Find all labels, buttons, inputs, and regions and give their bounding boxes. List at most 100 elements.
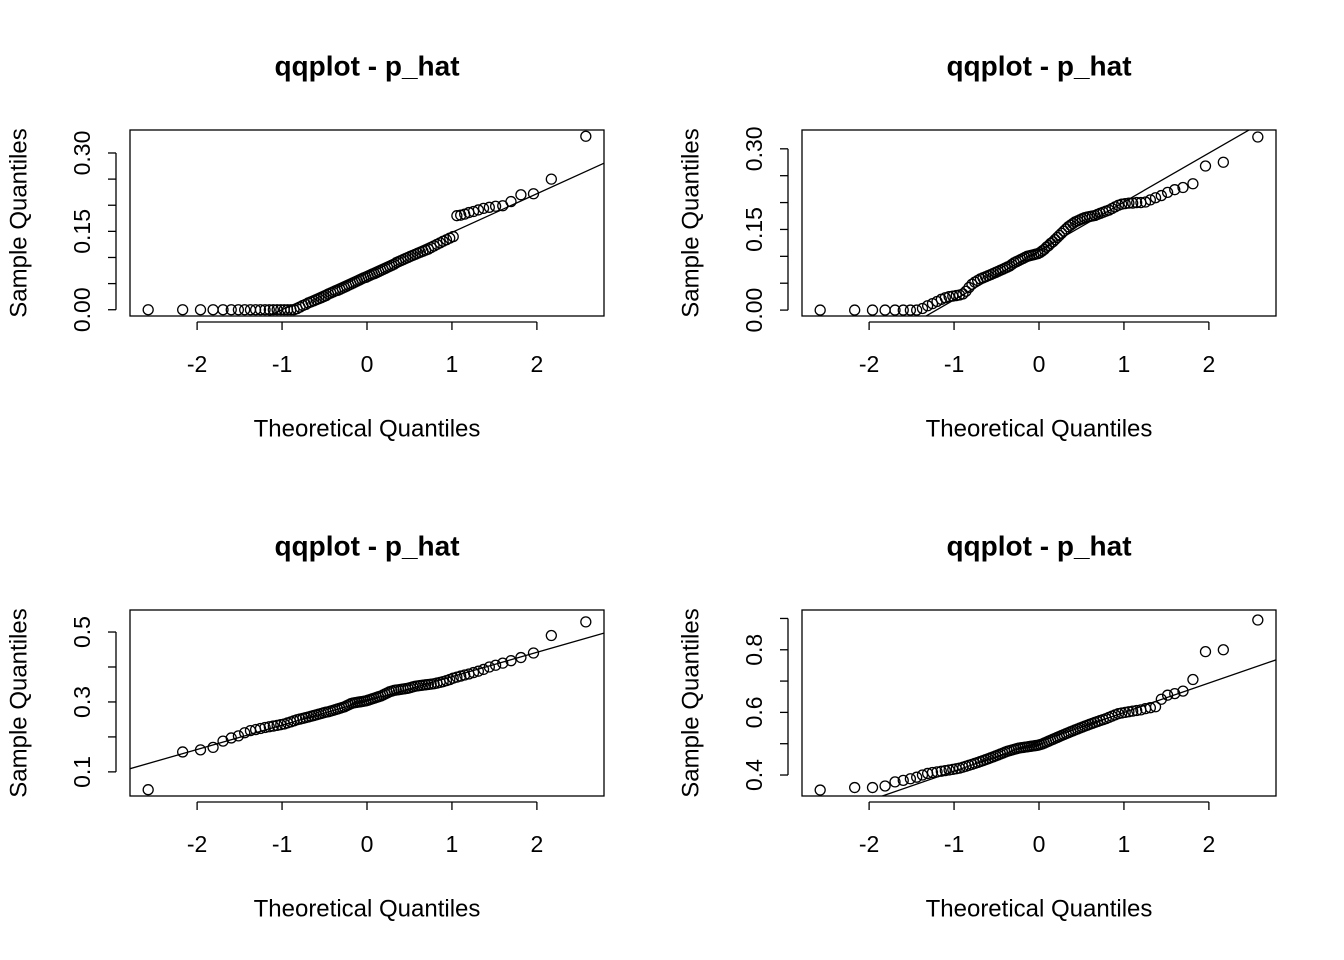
point — [505, 195, 517, 208]
x-axis-title: Theoretical Quantiles — [254, 895, 481, 922]
y-axis-title: Sample Quantiles — [5, 608, 32, 797]
point — [207, 741, 219, 754]
point — [1161, 689, 1174, 701]
point — [1131, 196, 1143, 209]
point — [1155, 189, 1167, 202]
point — [1252, 131, 1264, 143]
chart-title: qqplot - p_hat — [946, 530, 1131, 561]
point — [866, 304, 879, 316]
point — [1169, 184, 1181, 196]
y-tick-label: 0.5 — [69, 616, 95, 648]
point — [217, 304, 229, 316]
point — [911, 304, 923, 316]
point — [939, 764, 951, 777]
x-axis-title: Theoretical Quantiles — [254, 415, 481, 442]
point — [1144, 702, 1157, 714]
point — [483, 201, 495, 213]
point — [472, 665, 485, 677]
x-tick-label: 1 — [1118, 831, 1131, 857]
x-tick-label: 2 — [1202, 351, 1215, 377]
y-axis-title: Sample Quantiles — [677, 128, 704, 317]
y-tick-label: 0.30 — [741, 126, 767, 171]
point — [527, 647, 540, 659]
point — [1144, 194, 1157, 206]
x-axis-title: Theoretical Quantiles — [926, 895, 1153, 922]
y-tick-label: 0.00 — [741, 288, 767, 333]
point — [1116, 198, 1128, 210]
plot-frame — [129, 609, 605, 797]
point — [259, 304, 271, 316]
point — [935, 765, 947, 777]
point — [943, 290, 955, 303]
x-tick-label: -1 — [944, 351, 964, 377]
point — [477, 202, 490, 215]
point — [866, 781, 879, 794]
x-tick-label: 2 — [530, 831, 543, 857]
x-tick-label: -2 — [859, 351, 879, 377]
point — [1123, 197, 1135, 209]
point — [580, 616, 592, 628]
y-tick-label: 0.15 — [69, 209, 95, 254]
x-tick-label: -1 — [272, 831, 292, 857]
y-tick-label: 0.6 — [741, 696, 767, 728]
x-tick-label: -1 — [272, 351, 292, 377]
y-tick-label: 0.15 — [741, 207, 767, 252]
point — [505, 655, 517, 667]
point — [966, 278, 978, 290]
point — [1169, 687, 1181, 700]
x-tick-label: 1 — [1118, 351, 1131, 377]
y-axis-title: Sample Quantiles — [5, 128, 32, 317]
point — [263, 721, 275, 733]
point — [879, 780, 891, 792]
y-axis-title: Sample Quantiles — [677, 608, 704, 797]
point — [177, 304, 189, 316]
point — [527, 188, 540, 200]
point — [239, 727, 251, 739]
panel: qqplot - p_hat Theoretical Quantiles Sampl… — [677, 530, 1277, 922]
x-tick-label: 0 — [1033, 831, 1046, 857]
point — [447, 230, 459, 243]
point — [1119, 197, 1131, 210]
point — [225, 304, 237, 316]
point — [467, 205, 480, 218]
point — [926, 766, 939, 779]
point — [1127, 705, 1139, 717]
point — [849, 781, 861, 794]
point — [477, 663, 490, 676]
point — [1123, 706, 1135, 718]
point — [1199, 645, 1212, 658]
point — [1187, 178, 1199, 190]
x-tick-label: 1 — [446, 831, 459, 857]
y-tick-label: 0.00 — [69, 287, 95, 332]
point — [904, 773, 917, 785]
x-tick-label: 2 — [1202, 831, 1215, 857]
point — [472, 204, 485, 216]
x-axis-title: Theoretical Quantiles — [926, 415, 1153, 442]
point — [849, 304, 861, 316]
x-tick-label: 0 — [1033, 351, 1046, 377]
point — [1131, 704, 1143, 717]
point — [943, 764, 955, 776]
point — [225, 732, 237, 744]
point — [239, 304, 251, 316]
point — [194, 304, 207, 316]
point — [1199, 160, 1212, 172]
point — [545, 629, 557, 642]
point — [1155, 693, 1167, 705]
point — [497, 657, 509, 669]
point — [515, 651, 527, 664]
point — [931, 766, 943, 778]
x-tick-label: -2 — [187, 831, 207, 857]
chart-title: qqplot - p_hat — [946, 50, 1131, 81]
panel: qqplot - p_hat Theoretical Quantiles Sampl… — [5, 530, 605, 922]
point — [194, 744, 207, 756]
point — [580, 130, 592, 142]
y-tick-label: 0.8 — [741, 634, 767, 666]
panel: qqplot - p_hat Theoretical Quantiles Sampl… — [5, 50, 605, 442]
point — [177, 746, 189, 758]
point — [814, 784, 826, 796]
x-tick-label: 0 — [361, 351, 374, 377]
point — [897, 304, 909, 316]
